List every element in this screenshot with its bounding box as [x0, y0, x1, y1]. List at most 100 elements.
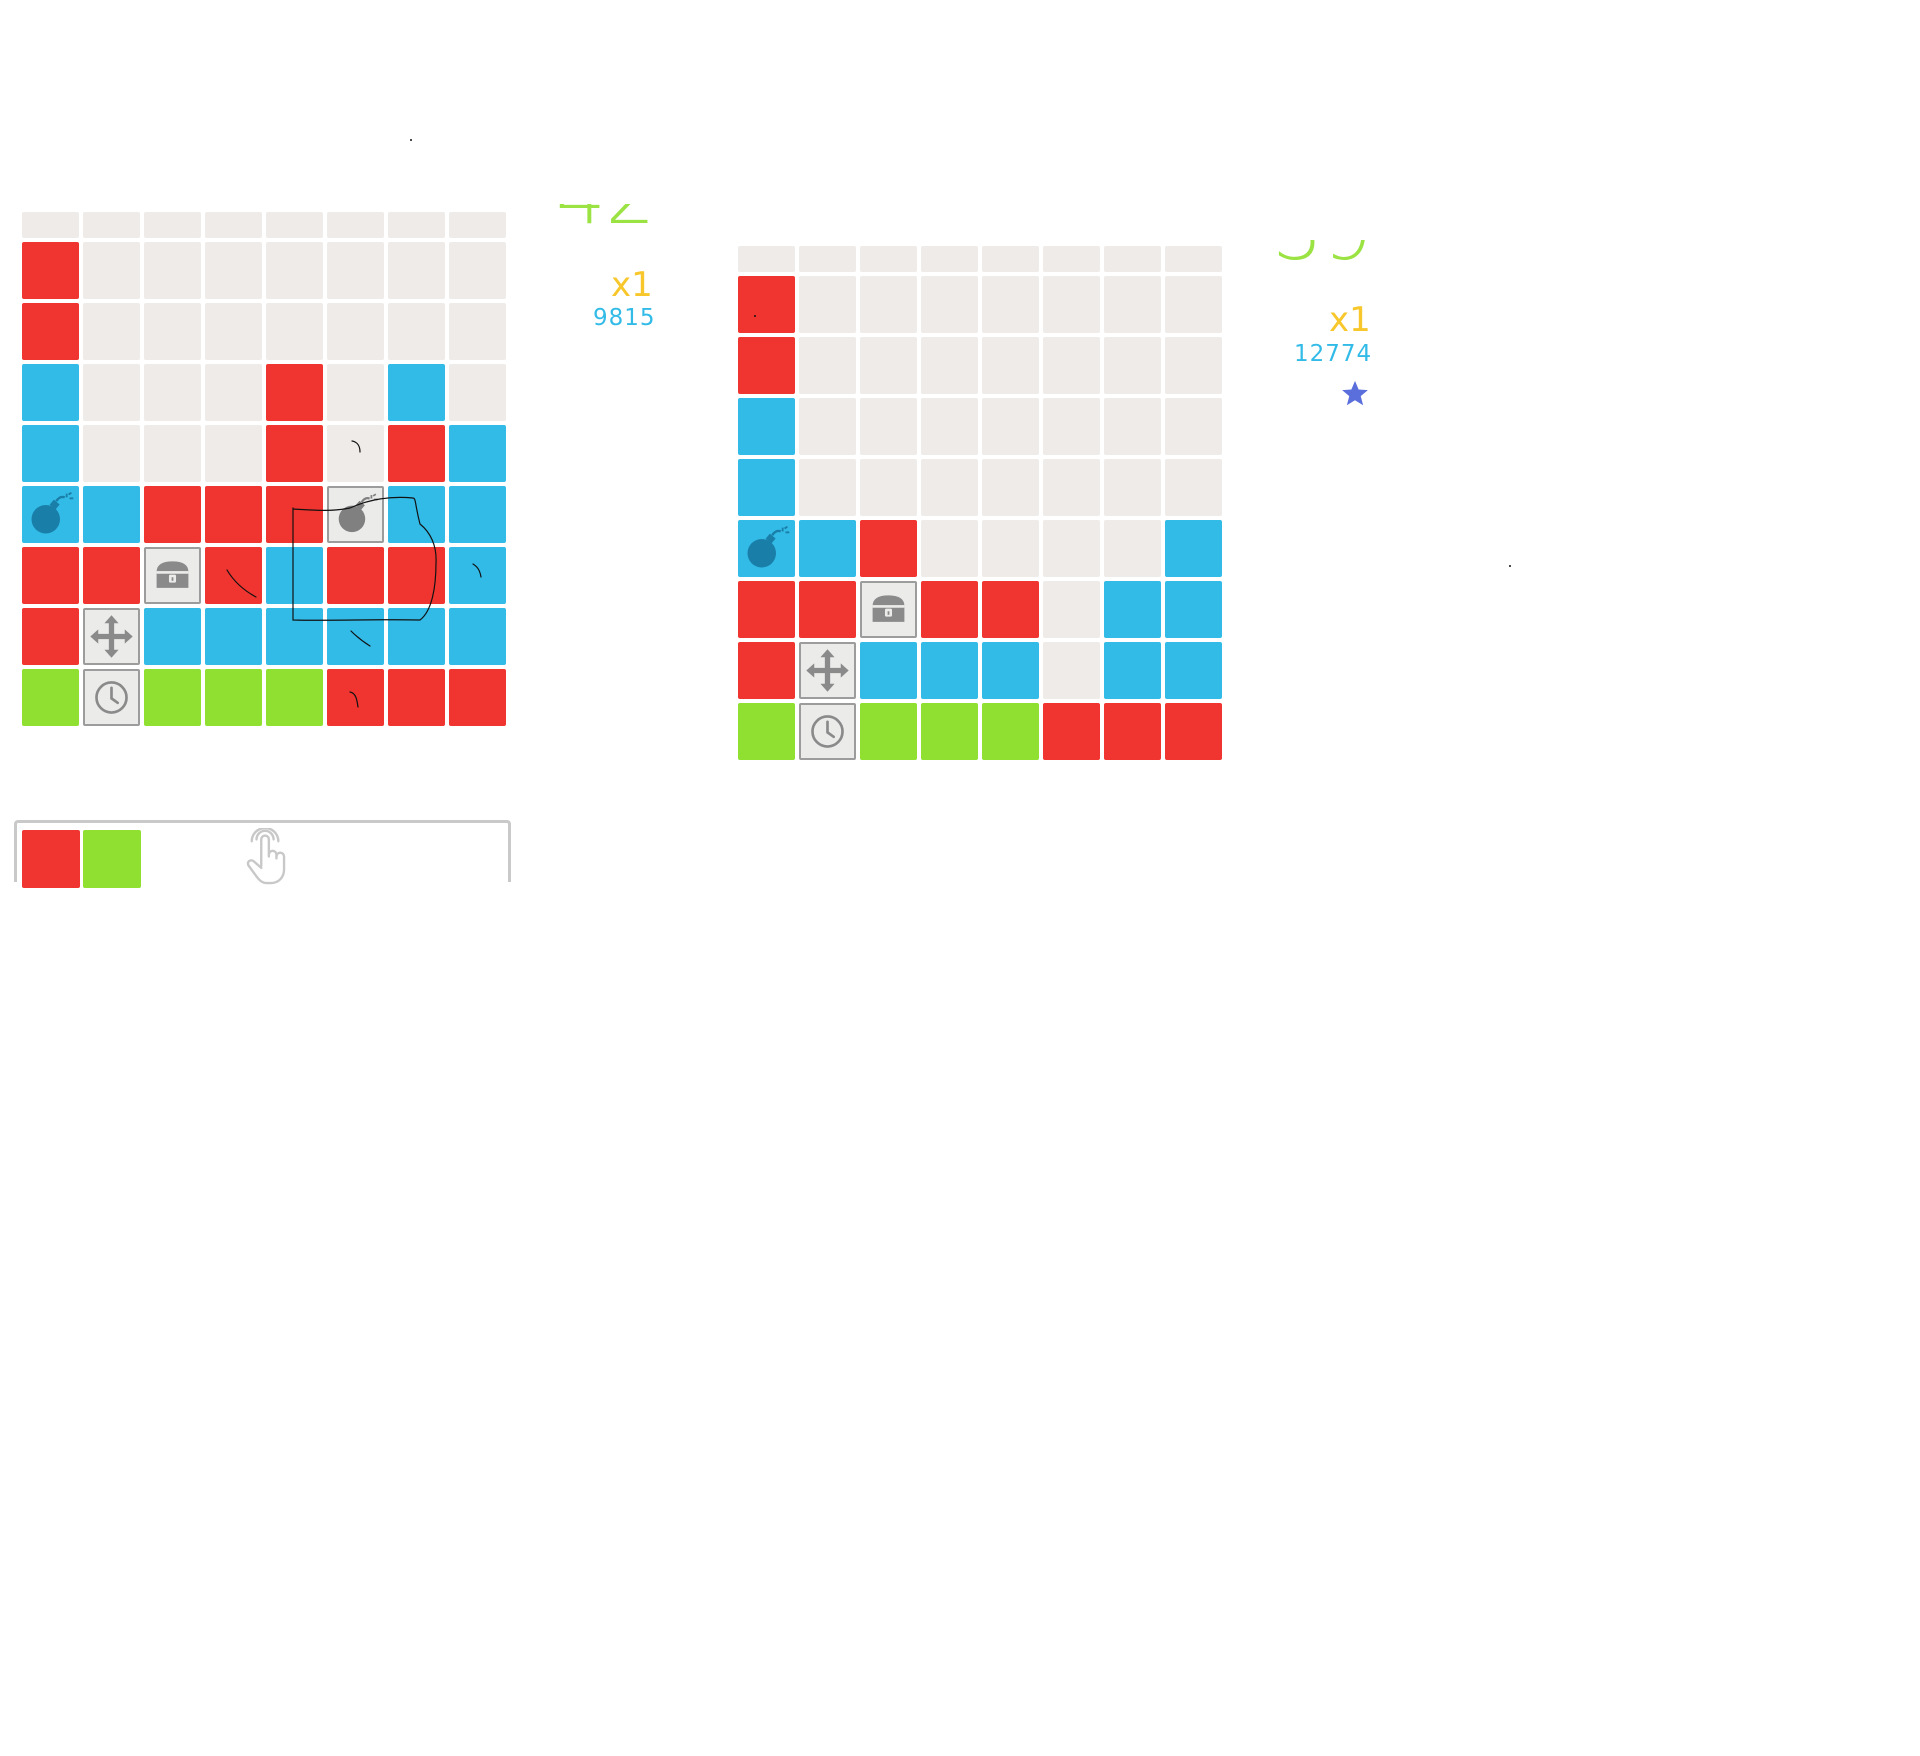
green-block[interactable] — [982, 703, 1039, 760]
red-block[interactable] — [327, 669, 384, 726]
red-block[interactable] — [738, 581, 795, 638]
empty-cell[interactable] — [83, 242, 140, 299]
empty-cell[interactable] — [799, 246, 856, 272]
empty-cell[interactable] — [1165, 246, 1222, 272]
red-block[interactable] — [1104, 703, 1161, 760]
tap-hand-icon[interactable] — [242, 828, 290, 885]
empty-cell[interactable] — [738, 246, 795, 272]
blue-block[interactable] — [1165, 642, 1222, 699]
empty-cell[interactable] — [921, 398, 978, 455]
blue-block[interactable] — [449, 425, 506, 482]
bomb-icon[interactable] — [327, 486, 384, 543]
blue-block[interactable] — [738, 398, 795, 455]
red-block[interactable] — [266, 425, 323, 482]
red-block[interactable] — [266, 364, 323, 421]
empty-cell[interactable] — [327, 425, 384, 482]
empty-cell[interactable] — [327, 364, 384, 421]
empty-cell[interactable] — [205, 303, 262, 360]
empty-cell[interactable] — [1104, 246, 1161, 272]
empty-cell[interactable] — [449, 242, 506, 299]
green-block[interactable] — [921, 703, 978, 760]
empty-cell[interactable] — [799, 337, 856, 394]
red-block[interactable] — [860, 520, 917, 577]
empty-cell[interactable] — [921, 246, 978, 272]
empty-cell[interactable] — [982, 246, 1039, 272]
red-block[interactable] — [738, 276, 795, 333]
blue-block[interactable] — [205, 608, 262, 665]
empty-cell[interactable] — [83, 425, 140, 482]
red-block[interactable] — [388, 425, 445, 482]
empty-cell[interactable] — [1043, 337, 1100, 394]
green-block[interactable] — [860, 703, 917, 760]
empty-cell[interactable] — [982, 398, 1039, 455]
blue-block[interactable] — [327, 608, 384, 665]
blue-block[interactable] — [388, 608, 445, 665]
blue-block[interactable] — [738, 459, 795, 516]
blue-block[interactable] — [266, 608, 323, 665]
red-block[interactable] — [327, 547, 384, 604]
blue-block[interactable] — [83, 486, 140, 543]
red-block[interactable] — [22, 303, 79, 360]
green-block[interactable] — [738, 703, 795, 760]
red-block[interactable] — [205, 486, 262, 543]
empty-cell[interactable] — [388, 212, 445, 238]
blue-block[interactable] — [1104, 642, 1161, 699]
empty-cell[interactable] — [1043, 398, 1100, 455]
empty-cell[interactable] — [83, 364, 140, 421]
bomb-icon[interactable] — [738, 520, 795, 577]
empty-cell[interactable] — [921, 520, 978, 577]
blue-block[interactable] — [921, 642, 978, 699]
empty-cell[interactable] — [449, 303, 506, 360]
green-block[interactable] — [205, 669, 262, 726]
green-block[interactable] — [266, 669, 323, 726]
red-block[interactable] — [738, 337, 795, 394]
empty-cell[interactable] — [266, 212, 323, 238]
blue-block[interactable] — [449, 608, 506, 665]
blue-block[interactable] — [22, 364, 79, 421]
empty-cell[interactable] — [205, 425, 262, 482]
empty-cell[interactable] — [1043, 459, 1100, 516]
empty-cell[interactable] — [266, 242, 323, 299]
empty-cell[interactable] — [982, 520, 1039, 577]
blue-block[interactable] — [388, 364, 445, 421]
treasure-chest-icon[interactable] — [144, 547, 201, 604]
empty-cell[interactable] — [205, 242, 262, 299]
blue-block[interactable] — [144, 608, 201, 665]
empty-cell[interactable] — [921, 276, 978, 333]
blue-block[interactable] — [22, 425, 79, 482]
empty-cell[interactable] — [1104, 520, 1161, 577]
empty-cell[interactable] — [144, 364, 201, 421]
empty-cell[interactable] — [799, 459, 856, 516]
green-block[interactable] — [22, 669, 79, 726]
empty-cell[interactable] — [388, 242, 445, 299]
empty-cell[interactable] — [205, 364, 262, 421]
blue-block[interactable] — [860, 642, 917, 699]
red-block[interactable] — [1165, 703, 1222, 760]
tray-piece-2[interactable] — [83, 830, 141, 888]
empty-cell[interactable] — [1165, 337, 1222, 394]
empty-cell[interactable] — [1165, 276, 1222, 333]
empty-cell[interactable] — [205, 212, 262, 238]
empty-cell[interactable] — [1043, 642, 1100, 699]
empty-cell[interactable] — [22, 212, 79, 238]
empty-cell[interactable] — [327, 212, 384, 238]
empty-cell[interactable] — [1104, 337, 1161, 394]
red-block[interactable] — [799, 581, 856, 638]
empty-cell[interactable] — [921, 337, 978, 394]
empty-cell[interactable] — [1165, 459, 1222, 516]
empty-cell[interactable] — [144, 425, 201, 482]
empty-cell[interactable] — [1043, 520, 1100, 577]
red-block[interactable] — [738, 642, 795, 699]
empty-cell[interactable] — [1104, 398, 1161, 455]
red-block[interactable] — [83, 547, 140, 604]
empty-cell[interactable] — [982, 337, 1039, 394]
empty-cell[interactable] — [982, 459, 1039, 516]
blue-block[interactable] — [1165, 581, 1222, 638]
empty-cell[interactable] — [1104, 276, 1161, 333]
empty-cell[interactable] — [388, 303, 445, 360]
move-arrows-icon[interactable] — [83, 608, 140, 665]
empty-cell[interactable] — [860, 337, 917, 394]
red-block[interactable] — [921, 581, 978, 638]
red-block[interactable] — [266, 486, 323, 543]
empty-cell[interactable] — [83, 303, 140, 360]
